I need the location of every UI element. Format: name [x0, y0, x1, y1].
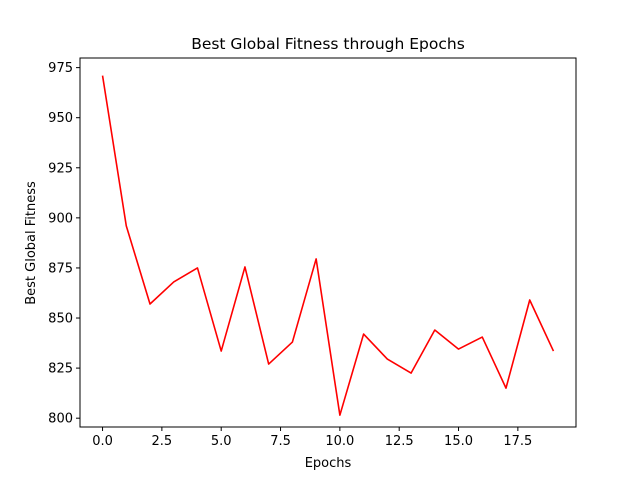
- y-tick-label: 975: [48, 61, 73, 76]
- plot-area: [101, 75, 555, 416]
- y-tick-label: 825: [48, 362, 73, 377]
- x-tick-label: 2.5: [152, 434, 173, 449]
- x-tick-label: 12.5: [385, 434, 414, 449]
- y-axis: 800 825 850 875 900 925 950 975: [48, 61, 80, 427]
- x-axis: 0.0 2.5 5.0 7.5 10.0 12.5 15.0 17.5: [92, 427, 532, 449]
- y-tick-label: 800: [48, 412, 73, 427]
- x-tick-label: 0.0: [92, 434, 113, 449]
- x-tick-label: 5.0: [211, 434, 232, 449]
- series-line: [101, 75, 555, 416]
- x-tick-label: 15.0: [444, 434, 473, 449]
- y-tick-label: 950: [48, 111, 73, 126]
- axes-frame: [79, 57, 577, 428]
- x-tick-label: 7.5: [270, 434, 291, 449]
- x-axis-label: Epochs: [305, 456, 352, 471]
- y-tick-label: 900: [48, 211, 73, 226]
- y-tick-label: 875: [48, 261, 73, 276]
- chart-title: Best Global Fitness through Epochs: [191, 35, 465, 53]
- x-tick-label: 17.5: [503, 434, 532, 449]
- x-tick-label: 10.0: [325, 434, 354, 449]
- y-tick-label: 850: [48, 312, 73, 327]
- y-tick-label: 925: [48, 161, 73, 176]
- y-axis-label: Best Global Fitness: [24, 181, 39, 305]
